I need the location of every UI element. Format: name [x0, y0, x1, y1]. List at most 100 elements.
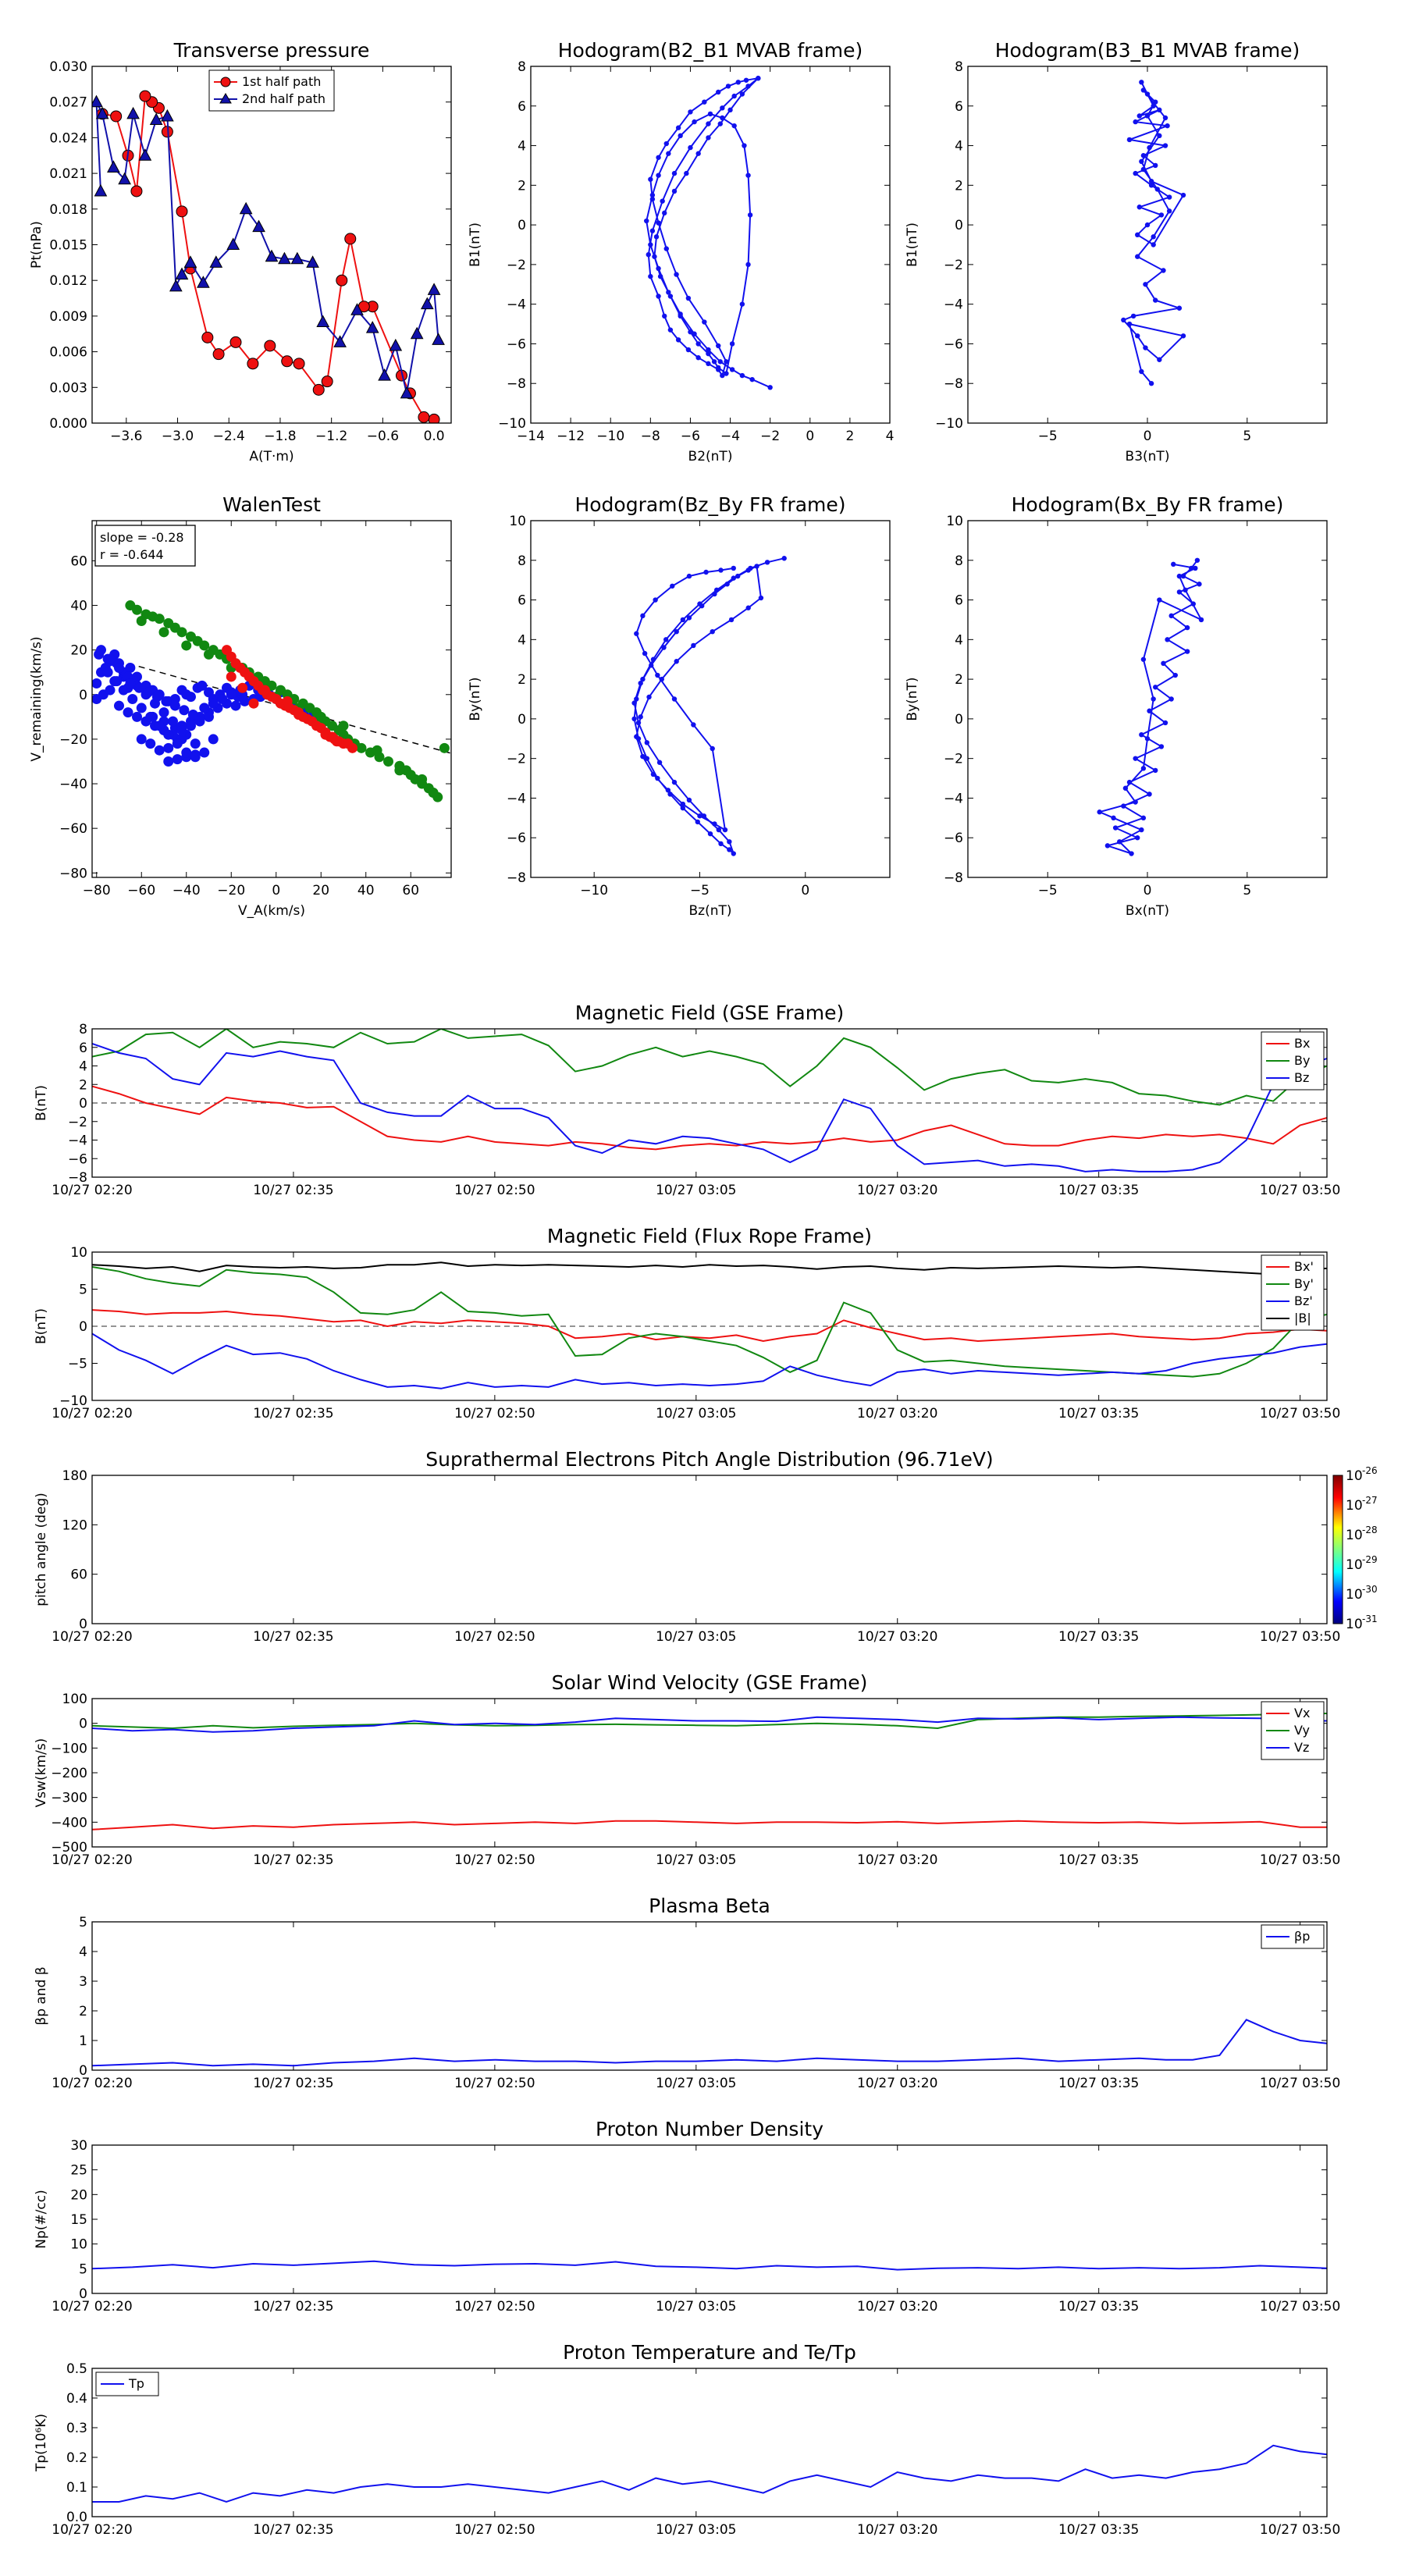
data-point	[237, 682, 248, 693]
data-point	[107, 160, 120, 173]
colorbar-tick-label: 10	[1346, 1468, 1363, 1484]
data-point	[710, 628, 715, 635]
data-point	[1148, 381, 1154, 386]
data-point	[378, 368, 391, 381]
data-point	[727, 839, 732, 845]
data-point	[691, 722, 696, 728]
x-tick-label: 10/27 03:20	[857, 1629, 937, 1645]
data-point	[1189, 565, 1194, 571]
data-point	[226, 689, 237, 700]
data-point	[706, 121, 711, 126]
data-point	[743, 77, 749, 83]
plot-area	[92, 1713, 1327, 1831]
data-point	[660, 198, 665, 204]
series-bz-	[92, 1332, 1327, 1389]
data-point	[648, 273, 653, 279]
data-point	[648, 176, 653, 182]
data-point	[724, 371, 729, 376]
data-point	[133, 682, 144, 693]
x-tick-label: −4	[720, 429, 740, 444]
data-point	[1176, 305, 1183, 311]
y-tick-label: 4	[955, 632, 963, 648]
data-point	[114, 700, 124, 711]
data-point	[1153, 99, 1158, 105]
data-point	[161, 109, 174, 122]
data-point	[186, 720, 196, 731]
y-axis-label: B1(nT)	[468, 222, 483, 267]
data-point	[278, 251, 291, 265]
y-tick-label: 15	[70, 2212, 87, 2228]
x-tick-label: −40	[173, 883, 201, 898]
data-point	[649, 228, 656, 233]
data-point	[745, 84, 751, 89]
y-tick-label: −2	[507, 258, 526, 273]
data-point	[685, 347, 692, 353]
data-point	[1135, 232, 1140, 238]
data-point	[226, 671, 237, 682]
data-point	[731, 565, 736, 571]
data-point	[248, 698, 259, 709]
y-tick-label: 0	[955, 218, 963, 233]
legend: 1st half path 2nd half path	[208, 69, 335, 112]
data-point	[634, 734, 639, 739]
y-tick-label: −6	[944, 831, 963, 846]
data-point	[1162, 720, 1168, 726]
chart-title: Proton Number Density	[596, 2118, 823, 2140]
data-point	[718, 841, 724, 847]
legend-marker	[220, 76, 231, 87]
series-line	[92, 1713, 1327, 1730]
data-point	[1197, 582, 1202, 587]
data-point	[432, 333, 445, 345]
y-tick-label: 0.012	[49, 273, 87, 289]
fit-line	[96, 653, 451, 754]
x-tick-label: 10/27 03:20	[857, 2076, 937, 2091]
y-tick-label: 4	[79, 1944, 87, 1960]
chart-title: Hodogram(Bx_By FR frame)	[1012, 493, 1284, 516]
chart-title: Proton Temperature and Te/Tp	[563, 2341, 856, 2364]
x-axis-label: V_A(km/s)	[238, 903, 305, 919]
chart-title: Transverse pressure	[173, 39, 370, 62]
data-point	[1151, 103, 1156, 109]
x-axis-label: B3(nT)	[1126, 449, 1170, 464]
data-point	[1157, 107, 1162, 113]
data-point	[338, 720, 349, 731]
data-point	[1136, 113, 1142, 119]
data-point	[1135, 835, 1140, 841]
data-point	[199, 640, 210, 651]
plot-area	[644, 76, 773, 390]
data-point	[105, 653, 116, 664]
x-tick-label: 10/27 02:35	[253, 1183, 333, 1198]
data-point	[420, 297, 434, 310]
x-tick-label: 10/27 02:50	[454, 2299, 535, 2314]
data-point	[95, 106, 109, 119]
data-point	[439, 742, 450, 753]
data-point	[1161, 660, 1166, 666]
data-point	[712, 821, 717, 827]
data-point	[678, 311, 683, 317]
data-point	[1129, 851, 1134, 856]
x-tick-label: −2	[760, 429, 780, 444]
data-point	[110, 110, 123, 123]
series-bz	[92, 1043, 1327, 1172]
data-point	[727, 107, 733, 113]
data-point	[1133, 756, 1138, 761]
y-tick-label: 0.009	[49, 309, 87, 325]
series-line	[92, 2444, 1327, 2503]
plot-frame	[530, 520, 891, 878]
data-point	[745, 605, 751, 610]
y-tick-label: 0.027	[49, 95, 87, 111]
data-point	[1165, 123, 1170, 129]
data-point	[1122, 785, 1129, 791]
data-point	[350, 303, 364, 315]
data-point	[722, 827, 728, 833]
x-tick-label: 10/27 03:50	[1260, 2076, 1340, 2091]
x-tick-label: 10/27 03:50	[1260, 1852, 1340, 1868]
annotation-text: slope = -0.28	[100, 530, 184, 545]
data-point	[1158, 212, 1165, 218]
data-point	[316, 315, 330, 328]
data-point	[181, 640, 192, 651]
data-point	[686, 797, 692, 803]
data-point	[671, 779, 678, 785]
x-tick-label: 5	[1243, 429, 1251, 444]
